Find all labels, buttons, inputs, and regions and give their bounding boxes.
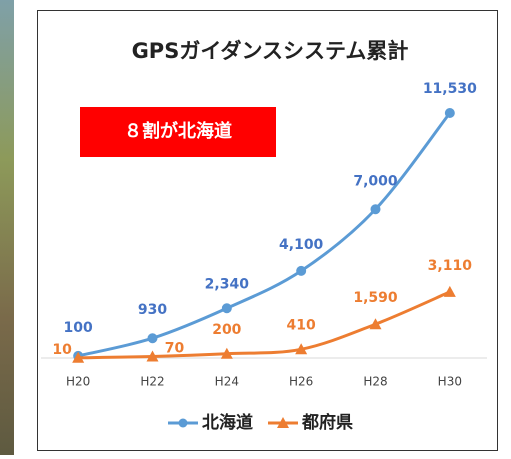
x-tick-label: H30: [438, 375, 462, 389]
chart-title: GPSガイダンスシステム累計: [132, 39, 409, 63]
marker: [296, 266, 306, 276]
x-tick-label: H22: [140, 375, 164, 389]
data-label: 930: [138, 302, 167, 318]
x-tick-label: H26: [289, 375, 313, 389]
marker: [148, 333, 158, 343]
chart-frame: [38, 11, 498, 451]
data-label: 10: [52, 342, 72, 358]
chart: GPSガイダンスシステム累計 ８割が北海道 H20 H22 H24 H26 H28 H30…: [0, 0, 511, 455]
data-label: 2,340: [205, 276, 250, 292]
data-label: 410: [287, 317, 316, 333]
x-tick-label: H24: [215, 375, 239, 389]
data-label: 3,110: [428, 258, 473, 274]
legend-label: 北海道: [202, 412, 253, 433]
x-tick-label: H20: [66, 375, 90, 389]
data-label: 200: [212, 322, 241, 338]
legend-marker: [179, 419, 188, 428]
data-label: 70: [165, 341, 185, 357]
background-photo: [0, 0, 14, 455]
data-label: 4,100: [279, 237, 324, 253]
data-label: 7,000: [353, 173, 398, 189]
annotation: ８割が北海道: [124, 120, 232, 142]
marker: [371, 204, 381, 214]
marker: [222, 303, 232, 313]
legend-label: 都府県: [301, 412, 353, 433]
x-tick-label: H28: [363, 375, 387, 389]
data-label: 1,590: [353, 290, 398, 306]
data-label: 11,530: [423, 81, 477, 97]
marker: [445, 108, 455, 118]
data-label: 100: [64, 320, 93, 336]
